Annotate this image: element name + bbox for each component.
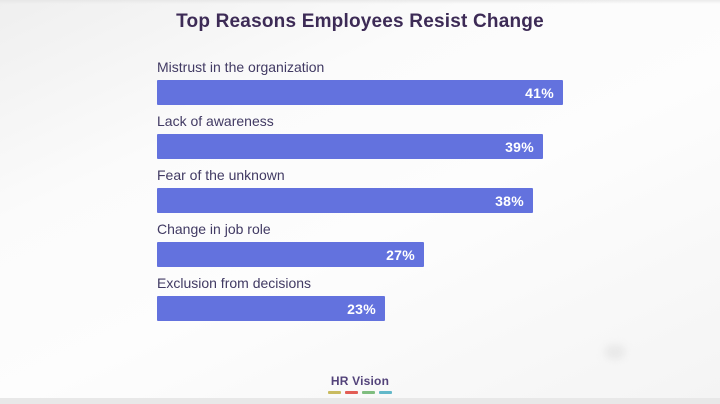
bar-row: Mistrust in the organization 41% bbox=[157, 59, 563, 105]
footer: HR Vision bbox=[0, 374, 720, 394]
brand-logo-dashes bbox=[0, 391, 720, 394]
brand-dash bbox=[345, 391, 358, 394]
bar-category-label: Change in job role bbox=[157, 221, 271, 237]
brand-logo-text: HR Vision bbox=[330, 374, 390, 388]
bar-value-label: 27% bbox=[386, 246, 415, 263]
artifact-smudge bbox=[604, 344, 626, 360]
bar-value-label: 39% bbox=[505, 138, 534, 155]
brand-dash bbox=[379, 391, 392, 394]
brand-dash bbox=[328, 391, 341, 394]
bar-value-label: 38% bbox=[495, 192, 524, 209]
bar-value-label: 23% bbox=[347, 300, 376, 317]
bar-category-label: Lack of awareness bbox=[157, 113, 274, 129]
bar: 23% bbox=[157, 296, 385, 321]
bar-row: Lack of awareness 39% bbox=[157, 113, 563, 159]
brand-dash bbox=[362, 391, 375, 394]
frame-bottom-strip bbox=[0, 398, 720, 404]
chart-title: Top Reasons Employees Resist Change bbox=[176, 11, 544, 32]
bar-category-label: Mistrust in the organization bbox=[157, 59, 325, 75]
bar: 39% bbox=[157, 134, 543, 159]
bar-row: Change in job role 27% bbox=[157, 221, 563, 267]
bar-category-label: Exclusion from decisions bbox=[157, 275, 312, 291]
bar-chart: Mistrust in the organization 41% Lack of a… bbox=[157, 59, 563, 329]
bar: 38% bbox=[157, 188, 533, 213]
bar-row: Fear of the unknown 38% bbox=[157, 167, 563, 213]
bar-category-label: Fear of the unknown bbox=[157, 167, 285, 183]
frame-top-edge bbox=[0, 0, 720, 4]
bar: 27% bbox=[157, 242, 424, 267]
bar-value-label: 41% bbox=[525, 84, 554, 101]
bar: 41% bbox=[157, 80, 563, 105]
bar-row: Exclusion from decisions 23% bbox=[157, 275, 563, 321]
